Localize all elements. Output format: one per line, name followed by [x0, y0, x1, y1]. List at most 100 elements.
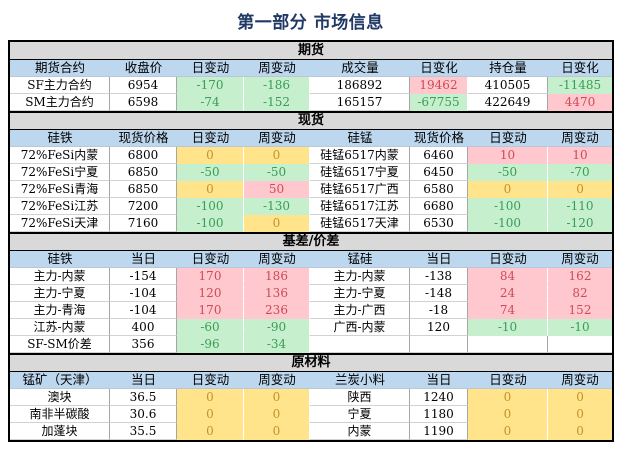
- column-header: 锰矿（天津）: [10, 372, 110, 389]
- value-cell-yellow: 0: [177, 389, 244, 406]
- value-cell-green: -60: [177, 319, 244, 336]
- column-header: 硅锰: [310, 130, 410, 147]
- value-cell: 南非半碳酸: [10, 406, 110, 423]
- column-header: 锰硅: [310, 251, 410, 268]
- value-cell-green: -100: [468, 215, 548, 232]
- column-header-row: 锰矿（天津） 当日 日变动 周变动 兰炭小料 当日 日变动 周变动: [10, 372, 613, 389]
- value-cell: -154: [110, 268, 177, 285]
- value-cell-pink: 10: [548, 147, 613, 164]
- value-cell: 硅锰6517江苏: [310, 198, 410, 215]
- table-row: 江苏-内蒙 400 -60 -90 广西-内蒙 120 -10 -10: [10, 319, 613, 336]
- value-cell-pink: 170: [177, 302, 244, 319]
- value-cell-green: -10: [468, 319, 548, 336]
- table-row: 72%FeSi天津 7160 -100 0 硅锰6517天津 6530 -100 -120: [10, 215, 613, 232]
- value-cell-yellow: 0: [244, 389, 310, 406]
- table-body: 期货 期货合约 收盘价 日变动 周变动 成交量 日变化 持仓量 日变化 SF主力合约 6954 -17…: [10, 42, 613, 440]
- value-cell-green: -50: [244, 164, 310, 181]
- value-cell-pink: 82: [548, 285, 613, 302]
- value-cell-yellow: 0: [244, 406, 310, 423]
- value-cell-pink: 170: [177, 268, 244, 285]
- value-cell: SM主力合约: [10, 94, 110, 111]
- value-cell: 72%FeSi宁夏: [10, 164, 110, 181]
- column-header: 期货合约: [10, 60, 110, 77]
- column-header: 日变动: [177, 60, 244, 77]
- value-cell: 主力-宁夏: [310, 285, 410, 302]
- value-cell: [468, 336, 548, 353]
- column-header: 日变动: [468, 130, 548, 147]
- value-cell: 宁夏: [310, 406, 410, 423]
- value-cell: 6800: [110, 147, 177, 164]
- section-title: 期货: [10, 42, 613, 60]
- value-cell: 356: [110, 336, 177, 353]
- table-row: 南非半碳酸 30.6 0 0 宁夏 1180 0 0: [10, 406, 613, 423]
- value-cell: 6598: [110, 94, 177, 111]
- value-cell: 主力-广西: [310, 302, 410, 319]
- value-cell: 硅锰6517宁夏: [310, 164, 410, 181]
- table-row: 主力-宁夏 -104 120 136 主力-宁夏 -148 24 82: [10, 285, 613, 302]
- value-cell: 72%FeSi内蒙: [10, 147, 110, 164]
- value-cell: SF主力合约: [10, 77, 110, 94]
- column-header: 成交量: [310, 60, 410, 77]
- value-cell: 36.5: [110, 389, 177, 406]
- section-title: 现货: [10, 111, 613, 130]
- page-title: 第一部分 市场信息: [237, 13, 384, 33]
- value-cell-pink: 136: [244, 285, 310, 302]
- value-cell: -18: [410, 302, 468, 319]
- value-cell-pink: 236: [244, 302, 310, 319]
- section-row-1: 现货: [10, 111, 613, 130]
- value-cell-yellow: 0: [244, 423, 310, 440]
- value-cell: 6850: [110, 181, 177, 198]
- value-cell-yellow: 0: [244, 215, 310, 232]
- column-header: 日变动: [177, 372, 244, 389]
- column-header: 日变动: [177, 130, 244, 147]
- value-cell-pink: 10: [468, 147, 548, 164]
- table-row: 72%FeSi江苏 7200 -100 -130 硅锰6517江苏 6680 -100 -11…: [10, 198, 613, 215]
- value-cell: 硅锰6517内蒙: [310, 147, 410, 164]
- value-cell: 72%FeSi天津: [10, 215, 110, 232]
- value-cell-pink: 4470: [548, 94, 613, 111]
- column-header: 周变动: [244, 130, 310, 147]
- value-cell-pink: 50: [244, 181, 310, 198]
- value-cell: 7200: [110, 198, 177, 215]
- column-header: 周变动: [244, 251, 310, 268]
- table-row: 主力-内蒙 -154 170 186 主力-内蒙 -138 84 162: [10, 268, 613, 285]
- column-header: 日变动: [468, 251, 548, 268]
- value-cell: -104: [110, 285, 177, 302]
- column-header: 当日: [410, 251, 468, 268]
- column-header: 日变化: [548, 60, 613, 77]
- column-header-row: 期货合约 收盘价 日变动 周变动 成交量 日变化 持仓量 日变化: [10, 60, 613, 77]
- column-header: 日变化: [410, 60, 468, 77]
- value-cell: 硅锰6517天津: [310, 215, 410, 232]
- value-cell-green: -130: [244, 198, 310, 215]
- value-cell-green: -110: [548, 198, 613, 215]
- value-cell: 广西-内蒙: [310, 319, 410, 336]
- value-cell: -104: [110, 302, 177, 319]
- value-cell-yellow: 0: [177, 147, 244, 164]
- table-row: 主力-青海 -104 170 236 主力-广西 -18 74 152: [10, 302, 613, 319]
- value-cell: 江苏-内蒙: [10, 319, 110, 336]
- value-cell-yellow: 0: [468, 406, 548, 423]
- value-cell: 1190: [410, 423, 468, 440]
- value-cell: 422649: [468, 94, 548, 111]
- value-cell-yellow: 0: [468, 423, 548, 440]
- value-cell: 6530: [410, 215, 468, 232]
- value-cell-pink: 152: [548, 302, 613, 319]
- value-cell: 6850: [110, 164, 177, 181]
- value-cell: SF-SM价差: [10, 336, 110, 353]
- value-cell: 120: [410, 319, 468, 336]
- value-cell-yellow: 0: [468, 181, 548, 198]
- value-cell: 主力-宁夏: [10, 285, 110, 302]
- value-cell-yellow: 0: [244, 147, 310, 164]
- column-header: 周变动: [244, 60, 310, 77]
- value-cell: 硅锰6517广西: [310, 181, 410, 198]
- column-header: 周变动: [244, 372, 310, 389]
- section-row-2: 基差/价差: [10, 232, 613, 251]
- column-header: 周变动: [548, 251, 613, 268]
- column-header: 当日: [110, 372, 177, 389]
- value-cell-green: -100: [468, 198, 548, 215]
- value-cell-yellow: 0: [548, 423, 613, 440]
- column-header: 硅铁: [10, 251, 110, 268]
- value-cell-green: -70: [548, 164, 613, 181]
- column-header: 硅铁: [10, 130, 110, 147]
- section-title: 原材料: [10, 353, 613, 372]
